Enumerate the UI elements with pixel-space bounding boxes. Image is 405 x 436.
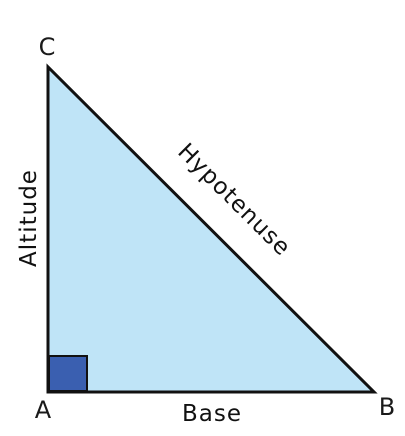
base-label: Base [182,401,242,427]
right-angle-marker [48,355,88,392]
vertex-b-label: B [379,393,395,421]
vertex-a-label: A [35,396,52,424]
right-triangle [46,63,378,394]
vertex-c-label: C [39,33,56,61]
altitude-label: Altitude [16,169,42,267]
